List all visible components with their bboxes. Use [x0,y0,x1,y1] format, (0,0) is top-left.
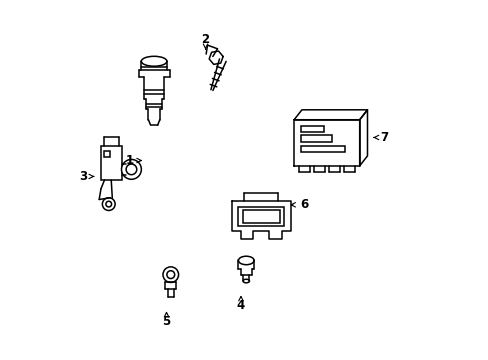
Text: 1: 1 [125,154,133,167]
Ellipse shape [141,56,166,66]
Ellipse shape [102,198,115,211]
Bar [238,207,284,226]
Bar [101,146,121,180]
Ellipse shape [126,164,137,175]
Bar [242,210,279,222]
Text: 5: 5 [162,315,170,328]
Bar [104,150,110,157]
Ellipse shape [243,279,249,283]
Text: 4: 4 [236,299,244,312]
Ellipse shape [163,267,178,283]
Ellipse shape [121,159,141,179]
Bar [300,126,324,132]
Ellipse shape [238,256,254,265]
Text: 2: 2 [201,33,209,46]
Text: 7: 7 [380,131,388,144]
Ellipse shape [106,201,111,207]
Text: 6: 6 [300,198,308,211]
Ellipse shape [166,271,174,279]
Text: 3: 3 [79,170,87,183]
Bar [300,135,331,142]
Bar [300,146,345,152]
